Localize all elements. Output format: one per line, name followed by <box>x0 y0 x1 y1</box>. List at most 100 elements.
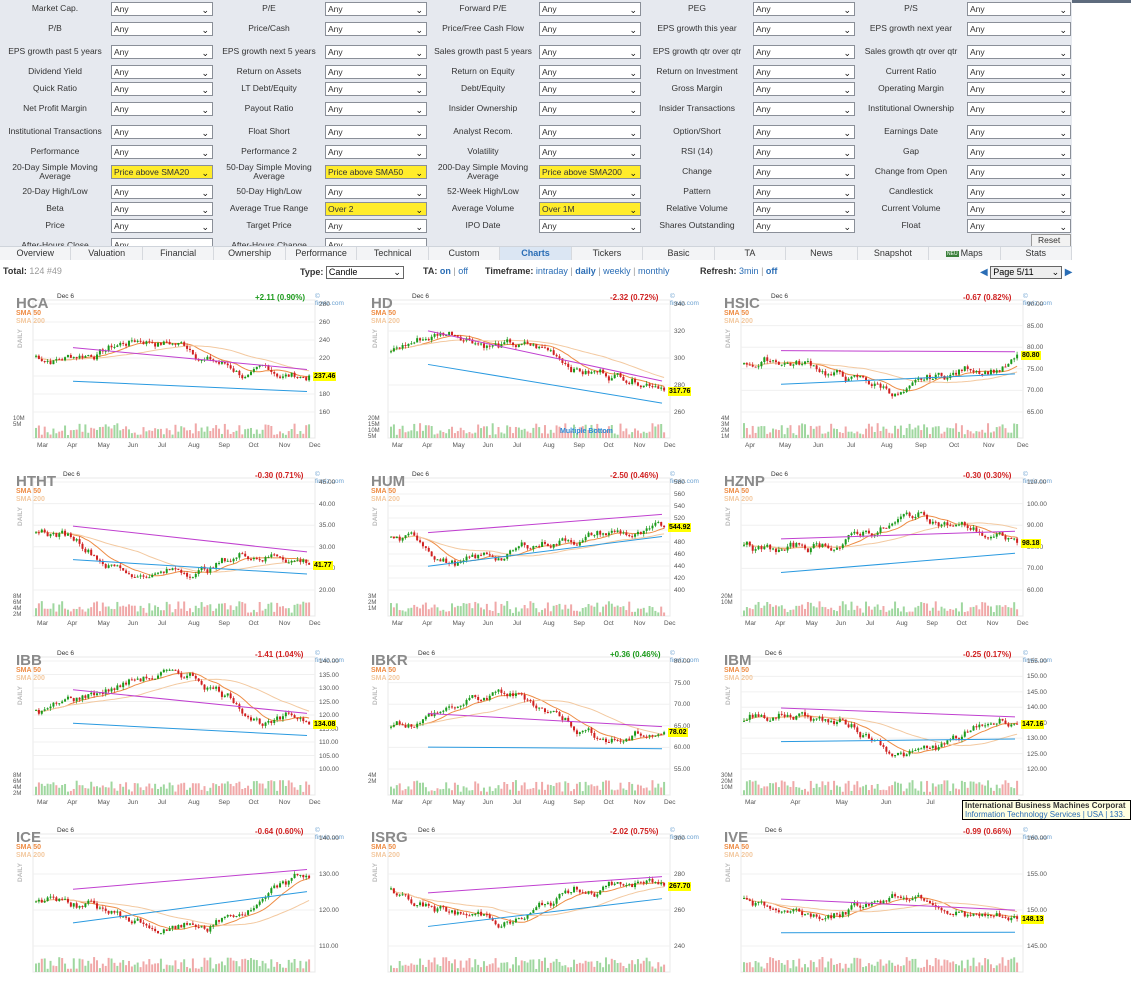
filter-select-eps-growth-qtr-over-qtr[interactable]: Any⌄ <box>753 45 855 59</box>
filter-select-eps-growth-this-year[interactable]: Any⌄ <box>753 22 855 36</box>
filter-select-rsi-14[interactable]: Any⌄ <box>753 145 855 159</box>
filter-select-return-on-assets[interactable]: Any⌄ <box>325 65 427 79</box>
filter-select-average-volume[interactable]: Over 1M⌄ <box>539 202 641 216</box>
filter-select-change[interactable]: Any⌄ <box>753 165 855 179</box>
filter-select-quick-ratio[interactable]: Any⌄ <box>111 82 213 96</box>
tab-financial[interactable]: Financial <box>143 247 214 260</box>
filter-select-20-day-simple-moving-average[interactable]: Price above SMA20⌄ <box>111 165 213 179</box>
prev-page-icon[interactable]: ◀ <box>980 267 988 278</box>
tab-overview[interactable]: Overview <box>0 247 71 260</box>
filter-select-current-ratio[interactable]: Any⌄ <box>967 65 1071 79</box>
filter-select-relative-volume[interactable]: Any⌄ <box>753 202 855 216</box>
filter-select-peg[interactable]: Any⌄ <box>753 2 855 16</box>
tab-custom[interactable]: Custom <box>429 247 500 260</box>
filter-select-sales-growth-qtr-over-qtr[interactable]: Any⌄ <box>967 45 1071 59</box>
filter-select-dividend-yield[interactable]: Any⌄ <box>111 65 213 79</box>
filter-select-20-day-high-low[interactable]: Any⌄ <box>111 185 213 199</box>
filter-select-analyst-recom[interactable]: Any⌄ <box>539 125 641 139</box>
tab-stats[interactable]: Stats <box>1001 247 1072 260</box>
filter-select-performance[interactable]: Any⌄ <box>111 145 213 159</box>
filter-select-earnings-date[interactable]: Any⌄ <box>967 125 1071 139</box>
filter-select-float[interactable]: Any⌄ <box>967 219 1071 233</box>
filter-select-payout-ratio[interactable]: Any⌄ <box>325 102 427 116</box>
filter-select-price-free-cash-flow[interactable]: Any⌄ <box>539 22 641 36</box>
filter-select-change-from-open[interactable]: Any⌄ <box>967 165 1071 179</box>
filter-select-float-short[interactable]: Any⌄ <box>325 125 427 139</box>
tab-ownership[interactable]: Ownership <box>214 247 285 260</box>
filter-select-50-day-simple-moving-average[interactable]: Price above SMA50⌄ <box>325 165 427 179</box>
timeframe-intraday[interactable]: intraday <box>536 266 568 276</box>
filter-select-beta[interactable]: Any⌄ <box>111 202 213 216</box>
filter-select-p-b[interactable]: Any⌄ <box>111 22 213 36</box>
tab-technical[interactable]: Technical <box>357 247 428 260</box>
filter-select-lt-debt-equity[interactable]: Any⌄ <box>325 82 427 96</box>
filter-select-p-e[interactable]: Any⌄ <box>325 2 427 16</box>
filter-select-gap[interactable]: Any⌄ <box>967 145 1071 159</box>
filter-select-volatility[interactable]: Any⌄ <box>539 145 641 159</box>
tab-snapshot[interactable]: Snapshot <box>858 247 929 260</box>
refresh-off-link[interactable]: off <box>766 266 778 276</box>
filter-select-50-day-high-low[interactable]: Any⌄ <box>325 185 427 199</box>
filter-select-institutional-ownership[interactable]: Any⌄ <box>967 102 1071 116</box>
filter-select-pattern[interactable]: Any⌄ <box>753 185 855 199</box>
filter-select-average-true-range[interactable]: Over 2⌄ <box>325 202 427 216</box>
tab-performance[interactable]: Performance <box>286 247 357 260</box>
filter-select-market-cap[interactable]: Any⌄ <box>111 2 213 16</box>
tab-ta[interactable]: TA <box>715 247 786 260</box>
tab-news[interactable]: News <box>786 247 857 260</box>
filter-select-price-cash[interactable]: Any⌄ <box>325 22 427 36</box>
filter-select-200-day-simple-moving-average[interactable]: Price above SMA200⌄ <box>539 165 641 179</box>
ta-on-link[interactable]: on <box>440 266 451 276</box>
filter-select-net-profit-margin[interactable]: Any⌄ <box>111 102 213 116</box>
filter-select-52-week-high-low[interactable]: Any⌄ <box>539 185 641 199</box>
filter-select-ipo-date[interactable]: Any⌄ <box>539 219 641 233</box>
ta-off-link[interactable]: off <box>458 266 468 276</box>
tab-valuation[interactable]: Valuation <box>71 247 142 260</box>
filter-select-operating-margin[interactable]: Any⌄ <box>967 82 1071 96</box>
filter-select-insider-ownership[interactable]: Any⌄ <box>539 102 641 116</box>
filter-select-sales-growth-past-5-years[interactable]: Any⌄ <box>539 45 641 59</box>
timeframe-weekly[interactable]: weekly <box>603 266 631 276</box>
filter-select-target-price[interactable]: Any⌄ <box>325 219 427 233</box>
tab-basic[interactable]: Basic <box>643 247 714 260</box>
y-axis-tick: 150.00 <box>1027 673 1047 680</box>
tab-tickers[interactable]: Tickers <box>572 247 643 260</box>
filter-select-eps-growth-next-5-years[interactable]: Any⌄ <box>325 45 427 59</box>
filter-select-debt-equity[interactable]: Any⌄ <box>539 82 641 96</box>
timeframe-monthly[interactable]: monthly <box>638 266 670 276</box>
filter-select-institutional-transactions[interactable]: Any⌄ <box>111 125 213 139</box>
filter-select-current-volume[interactable]: Any⌄ <box>967 202 1071 216</box>
filter-select-candlestick[interactable]: Any⌄ <box>967 185 1071 199</box>
filter-select-eps-growth-past-5-years[interactable]: Any⌄ <box>111 45 213 59</box>
filter-select-option-short[interactable]: Any⌄ <box>753 125 855 139</box>
filter-select-return-on-equity[interactable]: Any⌄ <box>539 65 641 79</box>
timeframe-daily[interactable]: daily <box>575 266 596 276</box>
filter-select-forward-p-e[interactable]: Any⌄ <box>539 2 641 16</box>
tab-charts[interactable]: Charts <box>500 247 571 260</box>
next-page-icon[interactable]: ▶ <box>1065 267 1073 278</box>
filter-select-insider-transactions[interactable]: Any⌄ <box>753 102 855 116</box>
filter-select-shares-outstanding[interactable]: Any⌄ <box>753 219 855 233</box>
chart-type-select[interactable]: Candle⌄ <box>326 266 404 279</box>
filter-select-performance-2[interactable]: Any⌄ <box>325 145 427 159</box>
filter-select-p-s[interactable]: Any⌄ <box>967 2 1071 16</box>
filter-select-gross-margin[interactable]: Any⌄ <box>753 82 855 96</box>
filter-select-eps-growth-next-year[interactable]: Any⌄ <box>967 22 1071 36</box>
refresh-3min-link[interactable]: 3min <box>739 266 759 276</box>
filter-select-return-on-investment[interactable]: Any⌄ <box>753 65 855 79</box>
filter-select-price[interactable]: Any⌄ <box>111 219 213 233</box>
page-select[interactable]: Page 5/11⌄ <box>990 266 1062 279</box>
